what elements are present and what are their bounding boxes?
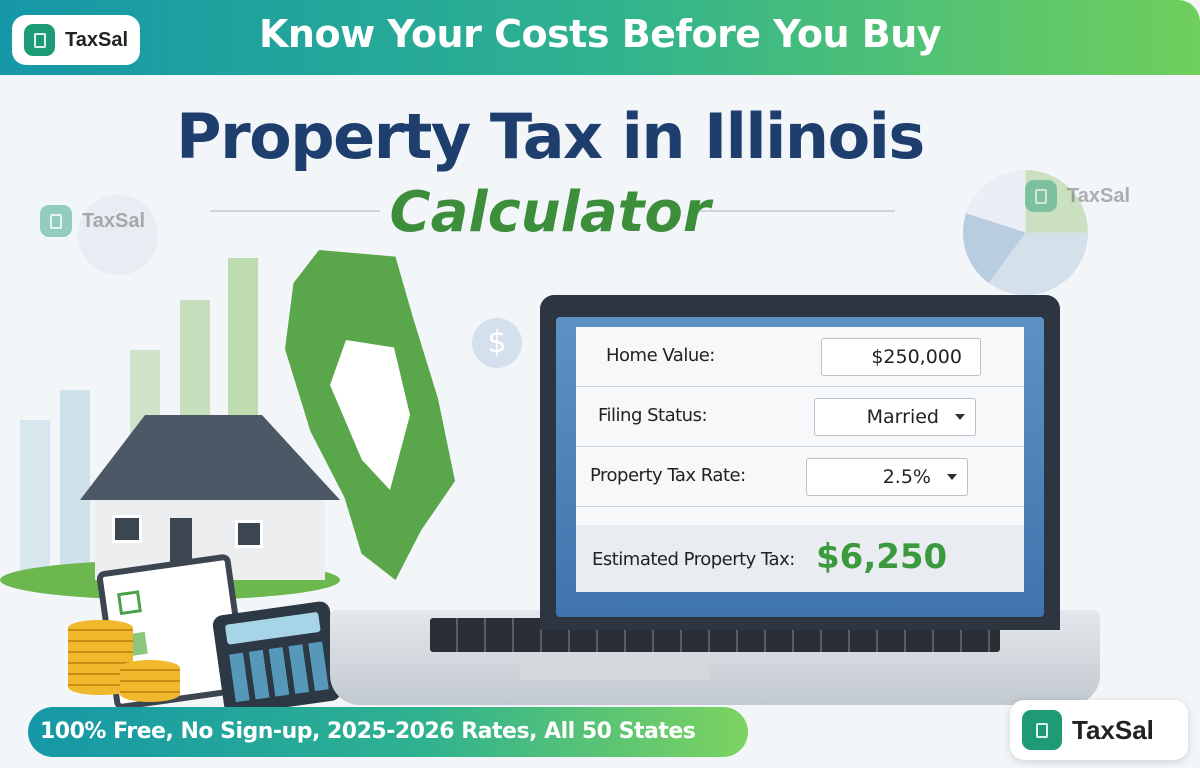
tax-rate-label: Property Tax Rate: (590, 465, 746, 486)
house-door (170, 518, 192, 568)
tax-rate-row: Property Tax Rate: 2.5% (576, 447, 1024, 507)
bar-decoration (20, 420, 50, 570)
dollar-coin-icon (78, 195, 158, 275)
result-value: $6,250 (816, 537, 948, 577)
dollar-icon: $ (472, 318, 522, 368)
result-panel: Estimated Property Tax: $6,250 (576, 525, 1024, 592)
divider (700, 210, 895, 212)
trackpad (520, 656, 710, 680)
page-title: Property Tax in Illinois (176, 100, 925, 173)
result-label: Estimated Property Tax: (592, 549, 795, 570)
laptop-screen: Home Value: $250,000 Filing Status: Marr… (540, 295, 1060, 630)
home-value-label: Home Value: (606, 345, 715, 366)
calculator-device (211, 600, 343, 716)
bar-decoration (60, 390, 90, 570)
home-value-row: Home Value: $250,000 (576, 327, 1024, 387)
footer-logo: TaxSal (1010, 700, 1188, 760)
house-window (112, 515, 142, 543)
chevron-down-icon (947, 474, 957, 480)
header-banner: TaxSal Know Your Costs Before You Buy (0, 0, 1200, 75)
calculator-icon (1025, 180, 1057, 212)
chevron-down-icon (955, 414, 965, 420)
filing-status-label: Filing Status: (598, 405, 708, 426)
logo: TaxSal (12, 15, 140, 65)
brand-name: TaxSal (65, 28, 128, 51)
tagline: Know Your Costs Before You Buy (258, 12, 942, 56)
filing-status-row: Filing Status: Married (576, 387, 1024, 447)
pie-chart-decoration (963, 170, 1088, 295)
checkbox-icon (117, 590, 142, 616)
house-roof (80, 415, 340, 500)
watermark-left: TaxSal (40, 205, 145, 237)
coin-stack (120, 660, 180, 702)
home-value-input[interactable]: $250,000 (821, 338, 981, 376)
filing-status-select[interactable]: Married (814, 398, 976, 436)
calculator-icon (40, 205, 72, 237)
house-window (235, 520, 263, 548)
calculator-icon (1022, 710, 1062, 750)
page-subtitle: Calculator (389, 180, 711, 245)
calculator-form: Home Value: $250,000 Filing Status: Marr… (576, 327, 1024, 592)
features-banner: 100% Free, No Sign-up, 2025-2026 Rates, … (28, 707, 748, 757)
calculator-icon (24, 24, 55, 56)
divider (210, 210, 380, 212)
watermark-right: TaxSal (1025, 180, 1130, 212)
tax-rate-select[interactable]: 2.5% (806, 458, 968, 496)
